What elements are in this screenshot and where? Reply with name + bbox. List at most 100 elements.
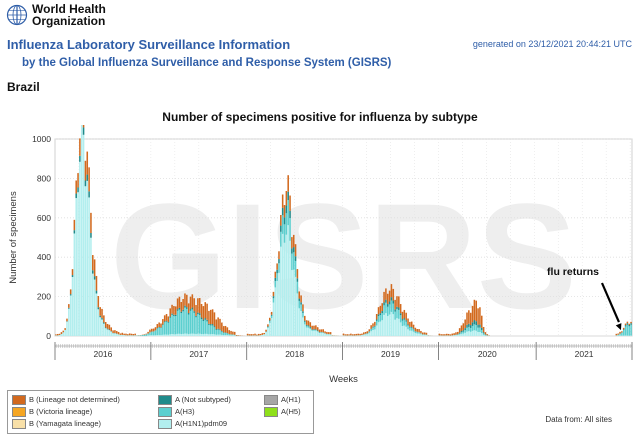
bar-segment (482, 334, 485, 336)
bar-segment (628, 323, 631, 325)
y-tick-label: 800 (37, 173, 51, 183)
bar-segment (307, 325, 310, 327)
bar-segment (209, 334, 212, 336)
bar-segment (289, 240, 291, 336)
bar-segment (221, 334, 223, 336)
bar-segment (86, 174, 89, 181)
bar-segment (68, 304, 70, 308)
bar-segment (622, 327, 625, 330)
bar-segment (313, 329, 315, 331)
bar-segment (390, 284, 393, 298)
bar-segment (176, 333, 179, 336)
bar-segment (200, 319, 203, 335)
bar-segment (132, 333, 135, 336)
bar-segment (219, 330, 221, 335)
bar-segment (374, 326, 376, 330)
bar-segment (366, 331, 369, 334)
bar-segment (97, 307, 100, 310)
bar-segment (280, 225, 282, 232)
bar-segment (451, 335, 454, 336)
bar-segment (344, 334, 347, 336)
bar-segment (296, 281, 299, 294)
bar-segment (302, 304, 304, 312)
bar-segment (405, 312, 407, 321)
bar-segment (368, 332, 371, 336)
bar-segment (208, 323, 210, 326)
bar-segment (149, 329, 151, 333)
bar-segment (291, 237, 293, 249)
bar-segment (226, 335, 229, 336)
bar-segment (204, 319, 207, 334)
bar-segment (379, 313, 382, 316)
bar-segment (377, 316, 380, 323)
bar-segment (93, 259, 96, 277)
bar-segment (374, 329, 376, 336)
bar-segment (313, 330, 315, 331)
bar-segment (108, 330, 111, 336)
bar-segment (112, 333, 114, 336)
bar-segment (213, 326, 216, 328)
bar-segment (355, 333, 358, 336)
bar-segment (398, 309, 400, 319)
bar-segment (316, 330, 319, 332)
bar-segment (143, 334, 146, 336)
bar-segment (281, 215, 284, 234)
bar-segment (281, 233, 284, 336)
bar-segment (213, 327, 216, 335)
bar-segment (305, 324, 308, 326)
bar-segment (381, 311, 383, 314)
bar-segment (104, 321, 107, 328)
bar-segment (152, 331, 155, 336)
bar-segment (217, 329, 219, 335)
bar-segment (198, 313, 201, 315)
bar-segment (409, 321, 411, 327)
bar-segment (423, 334, 426, 336)
bar-segment (370, 325, 372, 329)
bar-segment (82, 127, 85, 135)
bar-segment (267, 324, 269, 327)
bar-segment (381, 320, 383, 336)
bar-segment (300, 295, 302, 303)
bar-segment (298, 308, 301, 336)
bar-segment (174, 316, 177, 335)
bar-segment (285, 205, 288, 214)
bar-segment (182, 309, 184, 312)
bar-segment (226, 327, 229, 334)
bar-segment (106, 323, 109, 329)
bar-segment (88, 197, 90, 336)
bar-segment (479, 332, 481, 336)
bar-segment (473, 299, 476, 321)
bar-segment (248, 334, 251, 336)
bar-segment (289, 210, 291, 219)
bar-segment (62, 330, 65, 333)
bar-segment (311, 329, 313, 331)
bar-segment (62, 332, 65, 336)
bar-segment (480, 315, 483, 328)
bar-segment (445, 335, 448, 336)
bar-segment (82, 134, 85, 336)
bar-segment (272, 296, 275, 299)
bar-segment (77, 192, 79, 336)
bar-segment (123, 335, 125, 336)
bar-segment (154, 335, 157, 336)
bar-segment (403, 319, 406, 326)
bar-segment (296, 278, 299, 282)
bar-segment (407, 318, 409, 325)
bar-segment (304, 321, 306, 325)
bar-segment (307, 320, 310, 326)
bar-segment (193, 333, 195, 336)
year-label: 2016 (93, 349, 112, 359)
bar-segment (73, 219, 76, 231)
bar-segment (197, 298, 199, 313)
bar-segment (160, 335, 162, 336)
bar-segment (396, 318, 398, 336)
bar-segment (622, 330, 625, 336)
bar-segment (232, 335, 234, 336)
bar-segment (346, 334, 348, 336)
bar-segment (163, 315, 166, 322)
bar-segment (351, 335, 354, 336)
bar-segment (80, 125, 83, 336)
bar-segment (353, 334, 356, 336)
bar-segment (377, 307, 380, 315)
bar-segment (469, 331, 472, 336)
